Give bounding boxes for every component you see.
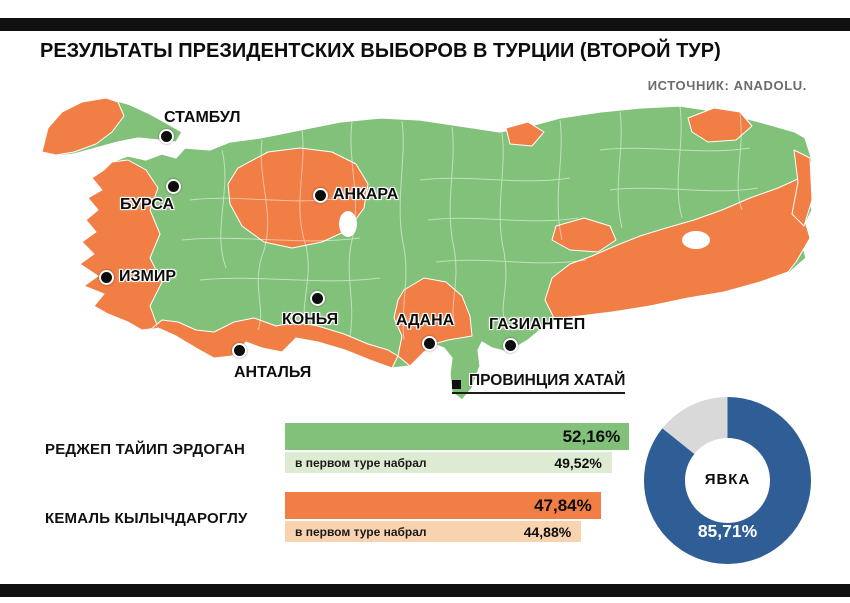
province-borders (181, 106, 759, 341)
city-label-istanbul: СТАМБУЛ (164, 109, 241, 126)
map-lakes (339, 211, 710, 249)
city-label-izmir: ИЗМИР (119, 268, 177, 285)
kilicdaroglu-first-round-value: 44,88% (523, 523, 572, 540)
city-label-antalya: АНТАЛЬЯ (234, 364, 312, 381)
city-dot-adana (422, 336, 437, 351)
city-dot-antalya (232, 343, 247, 358)
city-label-bursa: БУРСА (120, 196, 175, 213)
turnout-value-slice (644, 397, 811, 564)
top-divider-bar (0, 18, 850, 31)
turnout-value-label: 85,71% (697, 521, 758, 541)
lake-van (682, 231, 710, 249)
candidate-name-erdogan: РЕДЖЕП ТАЙИП ЭРДОГАН (45, 441, 246, 458)
map-orange-east-edge (791, 149, 813, 227)
city-label-adana: АДАНА (396, 312, 455, 329)
hatay-marker-square (452, 380, 461, 389)
candidate-name-kilicdaroglu: КЕМАЛЬ КЫЛЫЧДАРОГЛУ (45, 510, 248, 527)
bottom-divider-bar (0, 584, 850, 597)
city-dot-gaziantep (503, 338, 518, 353)
city-dot-bursa (166, 179, 181, 194)
turnout-donut-chart: ЯВКА 85,71% (644, 397, 811, 564)
map-orange-north-small (505, 121, 545, 147)
map-orange-thrace-west (41, 97, 125, 156)
erdogan-first-round-note: в первом туре набрал (295, 455, 427, 470)
turnout-donut-svg (644, 397, 811, 564)
city-dot-istanbul (159, 129, 174, 144)
source-credit: ИСТОЧНИК: ANADOLU. (647, 78, 807, 93)
map-orange-aegean-coast (79, 159, 163, 331)
map-orange-adana (393, 277, 473, 367)
turnout-center-label: ЯВКА (704, 471, 751, 488)
city-label-ankara: АНКАРА (333, 186, 399, 203)
kilicdaroglu-first-round-bar: в первом туре набрал 44,88% (285, 521, 582, 542)
lake-tuz (339, 211, 357, 237)
page-title: РЕЗУЛЬТАТЫ ПРЕЗИДЕНТСКИХ ВЫБОРОВ В ТУРЦИ… (40, 40, 721, 62)
hatay-callout-label: ПРОВИНЦИЯ ХАТАЙ (469, 372, 626, 389)
city-dot-konya (310, 291, 325, 306)
hatay-callout: ПРОВИНЦИЯ ХАТАЙ (452, 372, 626, 394)
map-orange-south-coast (149, 317, 399, 369)
city-label-konya: КОНЬЯ (282, 311, 339, 328)
erdogan-second-round-bar: 52,16% (285, 423, 630, 450)
kilicdaroglu-second-round-value: 47,84% (534, 495, 592, 515)
city-dot-ankara (313, 188, 328, 203)
map-orange-tunceli (551, 217, 617, 253)
map-orange-provinces (41, 97, 813, 369)
erdogan-first-round-value: 49,52% (554, 454, 602, 471)
erdogan-second-round-value: 52,16% (562, 426, 621, 446)
city-dot-izmir (99, 270, 114, 285)
city-label-gaziantep: ГАЗИАНТЕП (489, 316, 586, 333)
kilicdaroglu-first-round-note: в первом туре набрал (295, 524, 427, 539)
map-orange-northeast (687, 107, 753, 143)
erdogan-first-round-bar: в первом туре набрал 49,52% (285, 452, 612, 473)
kilicdaroglu-second-round-bar: 47,84% (285, 492, 601, 519)
